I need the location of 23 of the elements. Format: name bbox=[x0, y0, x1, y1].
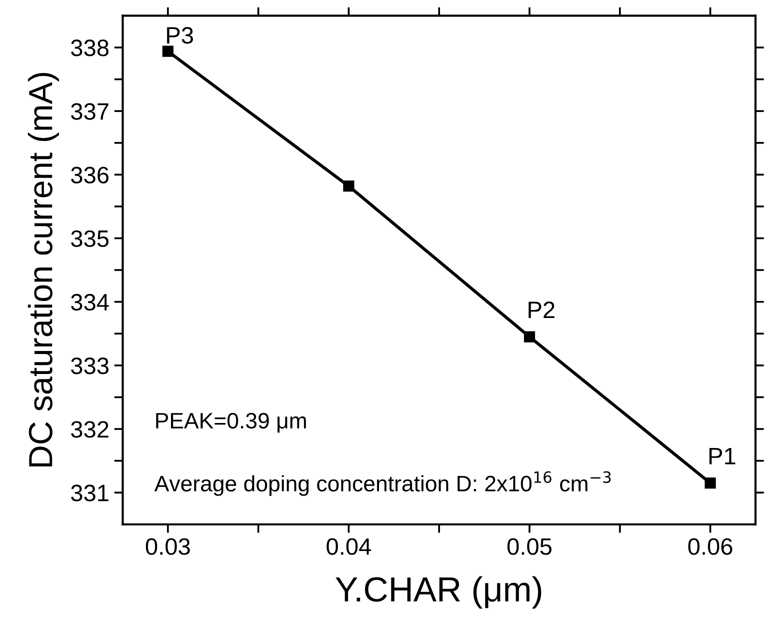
annotation: P2 bbox=[528, 302, 554, 318]
x-axis-title: Y.CHAR (μm) bbox=[336, 576, 542, 609]
x-tick-label: 0.06 bbox=[688, 538, 732, 555]
x-tick-label: 0.03 bbox=[146, 538, 190, 555]
y-axis-title: DC saturation current (mA) bbox=[28, 72, 60, 466]
y-tick-label: 336 bbox=[71, 166, 108, 184]
y-tick-label: 334 bbox=[71, 294, 109, 311]
annotation: P3 bbox=[167, 27, 193, 44]
annotation: PEAK=0.39 μm bbox=[156, 412, 306, 433]
annotation: P1 bbox=[709, 448, 736, 464]
y-tick-label: 333 bbox=[71, 357, 108, 374]
point bbox=[343, 180, 354, 192]
y-tick-label: 332 bbox=[71, 421, 108, 438]
y-tick-label: 337 bbox=[71, 103, 108, 120]
point bbox=[162, 46, 174, 57]
point bbox=[704, 477, 716, 489]
y-tick-label: 335 bbox=[71, 230, 109, 248]
x-tick-label: 0.05 bbox=[507, 538, 552, 555]
y-tick-label: 338 bbox=[71, 40, 109, 56]
point bbox=[524, 331, 536, 342]
x-tick-label: 0.04 bbox=[326, 538, 371, 555]
y-tick-label: 331 bbox=[71, 484, 108, 502]
annotation: Average doping concentration D: 2x10$^{16}$ cm$^{−3}$ bbox=[154, 471, 611, 496]
